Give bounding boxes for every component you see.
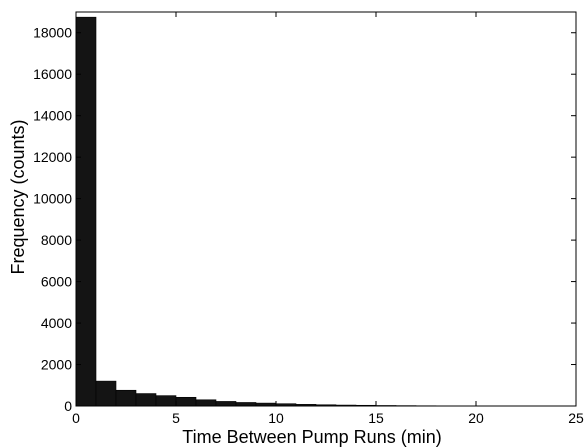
x-tick-label: 0 [72,410,80,426]
y-tick-label: 2000 [41,357,72,373]
y-tick-label: 0 [64,398,72,414]
histogram-bar [75,16,97,407]
y-tick-label: 6000 [41,274,72,290]
histogram-bar [235,402,257,407]
histogram-bar [115,389,137,407]
y-tick-label: 14000 [33,108,72,124]
x-tick-label: 20 [468,410,484,426]
bars-group [75,16,577,407]
y-tick-label: 12000 [33,149,72,165]
y-tick-label: 18000 [33,25,72,41]
histogram-bar [175,396,197,407]
y-tick-label: 8000 [41,232,72,248]
y-tick-label: 10000 [33,191,72,207]
x-tick-label: 25 [568,410,584,426]
x-axis-label: Time Between Pump Runs (min) [182,427,441,447]
ticks-group: 0 5 10 15 20 25 0 2000 4000 6000 8000 10000 12000 140… [33,12,584,426]
x-tick-label: 15 [368,410,384,426]
histogram-bar [155,395,177,407]
x-tick-label: 10 [268,410,284,426]
histogram-bar [135,393,157,407]
y-tick-label: 4000 [41,315,72,331]
histogram-bar [95,380,117,407]
y-tick-label: 16000 [33,66,72,82]
histogram-bar [195,399,217,407]
histogram-bar [215,401,237,407]
plot-frame [75,11,577,407]
y-axis-label: Frequency (counts) [8,119,28,274]
x-tick-label: 5 [172,410,180,426]
